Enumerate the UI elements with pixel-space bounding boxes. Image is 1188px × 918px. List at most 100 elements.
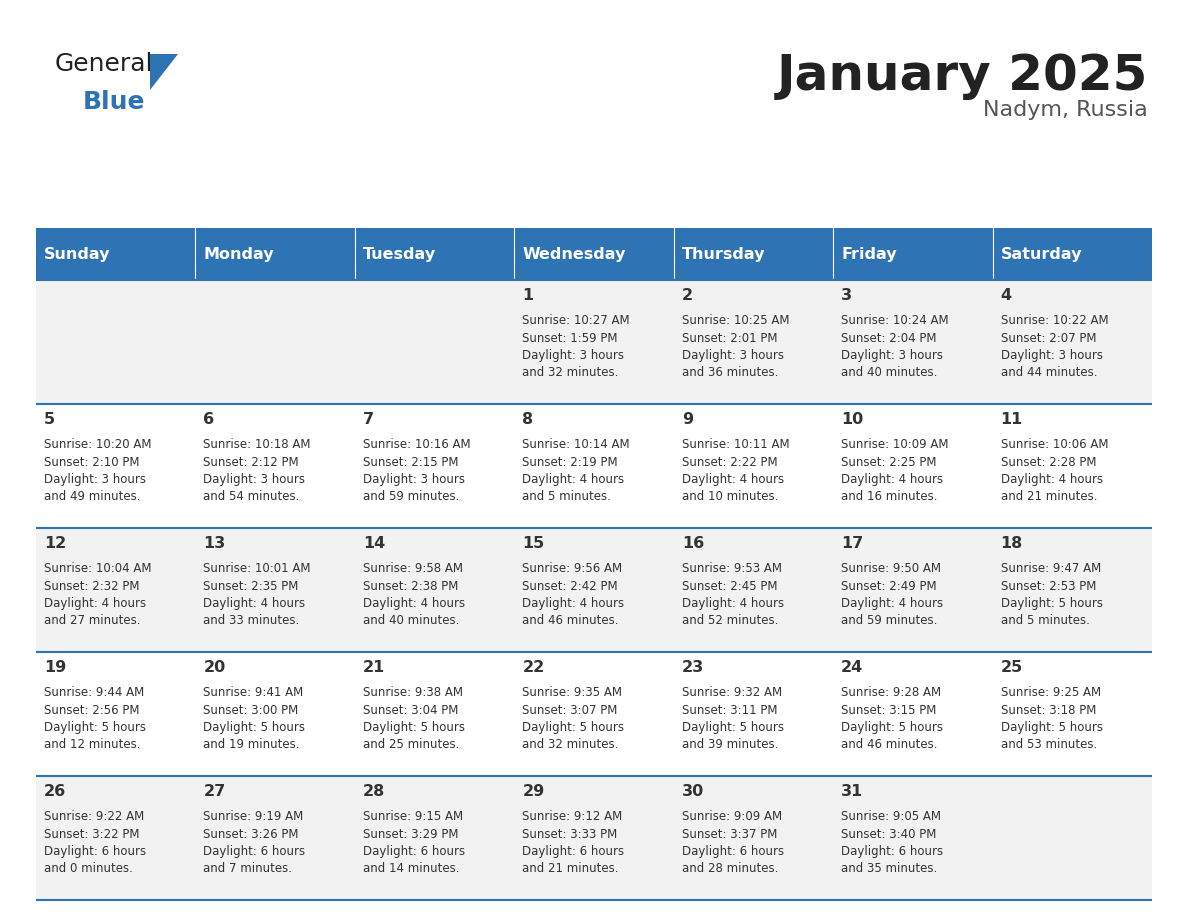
Text: and 59 minutes.: and 59 minutes. bbox=[841, 614, 937, 628]
Text: Sunset: 2:53 PM: Sunset: 2:53 PM bbox=[1000, 579, 1097, 592]
Text: January 2025: January 2025 bbox=[777, 52, 1148, 100]
Text: Thursday: Thursday bbox=[682, 247, 765, 262]
Text: Sunrise: 9:12 AM: Sunrise: 9:12 AM bbox=[523, 810, 623, 823]
Text: Daylight: 5 hours: Daylight: 5 hours bbox=[203, 721, 305, 734]
Text: 16: 16 bbox=[682, 536, 704, 551]
Text: Sunrise: 9:56 AM: Sunrise: 9:56 AM bbox=[523, 562, 623, 575]
Text: Sunrise: 9:50 AM: Sunrise: 9:50 AM bbox=[841, 562, 941, 575]
Text: Wednesday: Wednesday bbox=[523, 247, 626, 262]
Text: Friday: Friday bbox=[841, 247, 897, 262]
Text: Sunrise: 10:01 AM: Sunrise: 10:01 AM bbox=[203, 562, 311, 575]
Text: Sunset: 3:29 PM: Sunset: 3:29 PM bbox=[362, 827, 459, 841]
Text: 10: 10 bbox=[841, 412, 864, 427]
Text: Sunset: 3:37 PM: Sunset: 3:37 PM bbox=[682, 827, 777, 841]
Text: Sunset: 2:38 PM: Sunset: 2:38 PM bbox=[362, 579, 459, 592]
Text: 31: 31 bbox=[841, 784, 864, 799]
Text: 18: 18 bbox=[1000, 536, 1023, 551]
Text: 5: 5 bbox=[44, 412, 55, 427]
Text: Sunrise: 10:24 AM: Sunrise: 10:24 AM bbox=[841, 314, 949, 327]
Text: Sunset: 2:10 PM: Sunset: 2:10 PM bbox=[44, 455, 139, 468]
Text: Daylight: 3 hours: Daylight: 3 hours bbox=[1000, 349, 1102, 362]
Text: Daylight: 6 hours: Daylight: 6 hours bbox=[362, 845, 465, 858]
Text: Sunset: 2:04 PM: Sunset: 2:04 PM bbox=[841, 331, 936, 344]
Text: Sunset: 2:56 PM: Sunset: 2:56 PM bbox=[44, 703, 139, 717]
Text: 4: 4 bbox=[1000, 288, 1012, 303]
Text: Sunrise: 10:20 AM: Sunrise: 10:20 AM bbox=[44, 438, 152, 451]
Text: and 46 minutes.: and 46 minutes. bbox=[841, 738, 937, 752]
Text: Sunrise: 9:19 AM: Sunrise: 9:19 AM bbox=[203, 810, 304, 823]
Text: and 27 minutes.: and 27 minutes. bbox=[44, 614, 140, 628]
Text: Sunset: 1:59 PM: Sunset: 1:59 PM bbox=[523, 331, 618, 344]
Text: and 12 minutes.: and 12 minutes. bbox=[44, 738, 140, 752]
Text: 30: 30 bbox=[682, 784, 704, 799]
Text: 11: 11 bbox=[1000, 412, 1023, 427]
Text: Sunrise: 9:35 AM: Sunrise: 9:35 AM bbox=[523, 686, 623, 699]
Text: Daylight: 5 hours: Daylight: 5 hours bbox=[841, 721, 943, 734]
Text: Sunset: 2:42 PM: Sunset: 2:42 PM bbox=[523, 579, 618, 592]
Text: General: General bbox=[55, 52, 153, 76]
Text: Daylight: 4 hours: Daylight: 4 hours bbox=[203, 597, 305, 610]
Text: Sunset: 3:00 PM: Sunset: 3:00 PM bbox=[203, 703, 298, 717]
Text: 6: 6 bbox=[203, 412, 215, 427]
Text: 7: 7 bbox=[362, 412, 374, 427]
Text: and 19 minutes.: and 19 minutes. bbox=[203, 738, 299, 752]
Text: Sunset: 3:40 PM: Sunset: 3:40 PM bbox=[841, 827, 936, 841]
Text: and 21 minutes.: and 21 minutes. bbox=[523, 863, 619, 876]
Text: 8: 8 bbox=[523, 412, 533, 427]
Text: Daylight: 4 hours: Daylight: 4 hours bbox=[523, 473, 625, 486]
Text: and 7 minutes.: and 7 minutes. bbox=[203, 863, 292, 876]
Text: 27: 27 bbox=[203, 784, 226, 799]
Text: 12: 12 bbox=[44, 536, 67, 551]
Text: 23: 23 bbox=[682, 660, 704, 675]
Text: and 32 minutes.: and 32 minutes. bbox=[523, 366, 619, 379]
Text: Sunrise: 9:22 AM: Sunrise: 9:22 AM bbox=[44, 810, 144, 823]
Text: Daylight: 6 hours: Daylight: 6 hours bbox=[682, 845, 784, 858]
Text: Sunrise: 10:16 AM: Sunrise: 10:16 AM bbox=[362, 438, 470, 451]
Bar bbox=[36, 228, 196, 280]
Text: Sunrise: 10:06 AM: Sunrise: 10:06 AM bbox=[1000, 438, 1108, 451]
Text: Sunrise: 9:53 AM: Sunrise: 9:53 AM bbox=[682, 562, 782, 575]
Text: Sunset: 2:01 PM: Sunset: 2:01 PM bbox=[682, 331, 777, 344]
Text: and 52 minutes.: and 52 minutes. bbox=[682, 614, 778, 628]
Bar bbox=[833, 228, 992, 280]
Text: and 59 minutes.: and 59 minutes. bbox=[362, 490, 460, 503]
Text: Sunset: 2:19 PM: Sunset: 2:19 PM bbox=[523, 455, 618, 468]
Text: Daylight: 4 hours: Daylight: 4 hours bbox=[682, 597, 784, 610]
Text: Blue: Blue bbox=[83, 90, 145, 114]
Text: Sunrise: 10:25 AM: Sunrise: 10:25 AM bbox=[682, 314, 789, 327]
Text: Sunrise: 9:28 AM: Sunrise: 9:28 AM bbox=[841, 686, 941, 699]
Text: Sunrise: 9:05 AM: Sunrise: 9:05 AM bbox=[841, 810, 941, 823]
Text: Sunrise: 9:47 AM: Sunrise: 9:47 AM bbox=[1000, 562, 1101, 575]
Text: Tuesday: Tuesday bbox=[362, 247, 436, 262]
Text: Daylight: 5 hours: Daylight: 5 hours bbox=[1000, 721, 1102, 734]
Text: Daylight: 3 hours: Daylight: 3 hours bbox=[203, 473, 305, 486]
Text: 28: 28 bbox=[362, 784, 385, 799]
Text: Daylight: 4 hours: Daylight: 4 hours bbox=[841, 597, 943, 610]
Text: and 33 minutes.: and 33 minutes. bbox=[203, 614, 299, 628]
Bar bbox=[36, 652, 1152, 776]
Text: Daylight: 5 hours: Daylight: 5 hours bbox=[1000, 597, 1102, 610]
Text: Daylight: 5 hours: Daylight: 5 hours bbox=[523, 721, 624, 734]
Text: Nadym, Russia: Nadym, Russia bbox=[984, 100, 1148, 120]
Text: and 53 minutes.: and 53 minutes. bbox=[1000, 738, 1097, 752]
Text: Sunrise: 10:27 AM: Sunrise: 10:27 AM bbox=[523, 314, 630, 327]
Text: Sunset: 3:22 PM: Sunset: 3:22 PM bbox=[44, 827, 139, 841]
Bar bbox=[36, 280, 1152, 404]
Text: Daylight: 5 hours: Daylight: 5 hours bbox=[44, 721, 146, 734]
Text: 24: 24 bbox=[841, 660, 864, 675]
Text: and 46 minutes.: and 46 minutes. bbox=[523, 614, 619, 628]
Text: Sunset: 3:18 PM: Sunset: 3:18 PM bbox=[1000, 703, 1097, 717]
Text: Sunrise: 9:58 AM: Sunrise: 9:58 AM bbox=[362, 562, 463, 575]
Text: Sunrise: 9:15 AM: Sunrise: 9:15 AM bbox=[362, 810, 463, 823]
Text: and 54 minutes.: and 54 minutes. bbox=[203, 490, 299, 503]
Text: Daylight: 4 hours: Daylight: 4 hours bbox=[523, 597, 625, 610]
Text: Sunset: 2:32 PM: Sunset: 2:32 PM bbox=[44, 579, 139, 592]
Bar bbox=[36, 528, 1152, 652]
Bar bbox=[355, 228, 514, 280]
Text: Sunrise: 9:44 AM: Sunrise: 9:44 AM bbox=[44, 686, 144, 699]
Text: 1: 1 bbox=[523, 288, 533, 303]
Bar bbox=[514, 228, 674, 280]
Text: Daylight: 6 hours: Daylight: 6 hours bbox=[44, 845, 146, 858]
Text: Daylight: 6 hours: Daylight: 6 hours bbox=[841, 845, 943, 858]
Text: Daylight: 5 hours: Daylight: 5 hours bbox=[362, 721, 465, 734]
